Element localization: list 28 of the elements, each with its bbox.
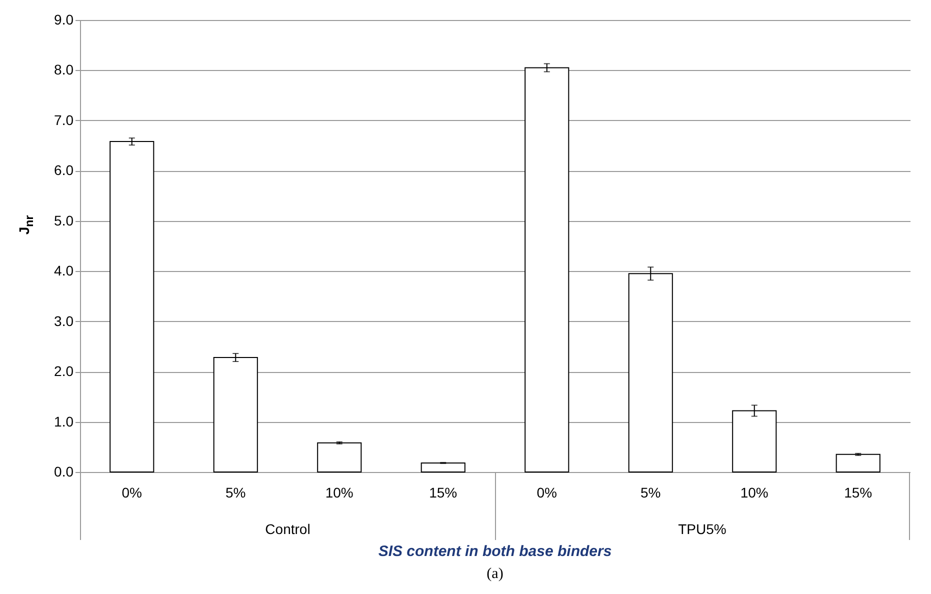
x-tick-label: 10% (740, 484, 768, 500)
x-tick-label: 10% (325, 484, 354, 500)
y-tick-label: 2.0 (54, 363, 74, 380)
y-tick-label: 7.0 (54, 112, 74, 128)
y-tick-label: 6.0 (54, 162, 74, 178)
y-tick-label: 4.0 (54, 262, 74, 279)
x-tick-label: 15% (429, 484, 458, 500)
x-tick-label: 0% (122, 484, 142, 500)
bar (420, 462, 466, 472)
y-tick-label: 0.0 (54, 464, 74, 480)
bar (317, 442, 362, 472)
bar (524, 67, 570, 472)
bar (213, 356, 258, 472)
y-tick-label: 5.0 (54, 212, 74, 228)
text: Control (265, 521, 310, 537)
bar (110, 141, 154, 472)
bar (836, 454, 880, 472)
y-tick-label: 3.0 (54, 312, 74, 329)
y-tick-label: 9.0 (54, 12, 74, 28)
y-tick-label: 8.0 (54, 62, 74, 78)
x-tick-label: 5% (226, 484, 246, 500)
text: TPU5% (678, 521, 726, 537)
text: (a) (486, 566, 504, 583)
y-tick-label: 1.0 (54, 413, 74, 430)
x-tick-label: 15% (844, 484, 872, 500)
x-tick-label: 0% (536, 484, 557, 500)
x-tick-label: 5% (640, 484, 661, 500)
x-axis-title: SIS content in both base binders (377, 543, 613, 560)
